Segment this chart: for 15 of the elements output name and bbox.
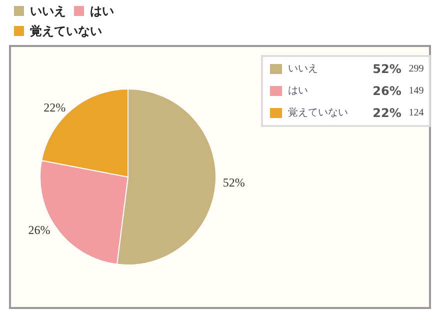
- text: 149: [406, 86, 424, 96]
- text: 22%: [372, 106, 402, 120]
- category-label: いいえ: [30, 4, 66, 18]
- text: 124: [406, 108, 424, 118]
- legend-label: 覚えていない: [30, 24, 102, 38]
- legend-label: いいえ: [288, 64, 318, 74]
- category-label: はい: [288, 86, 308, 96]
- legend-label: はい: [90, 4, 114, 18]
- category-label: 覚えていない: [288, 108, 348, 118]
- text: 52%: [372, 62, 402, 76]
- data-label: 52%: [222, 176, 245, 190]
- text: 26%: [372, 84, 402, 98]
- text: 299: [406, 64, 424, 74]
- data-label: 22%: [44, 100, 66, 115]
- data-label: 26%: [28, 222, 50, 237]
